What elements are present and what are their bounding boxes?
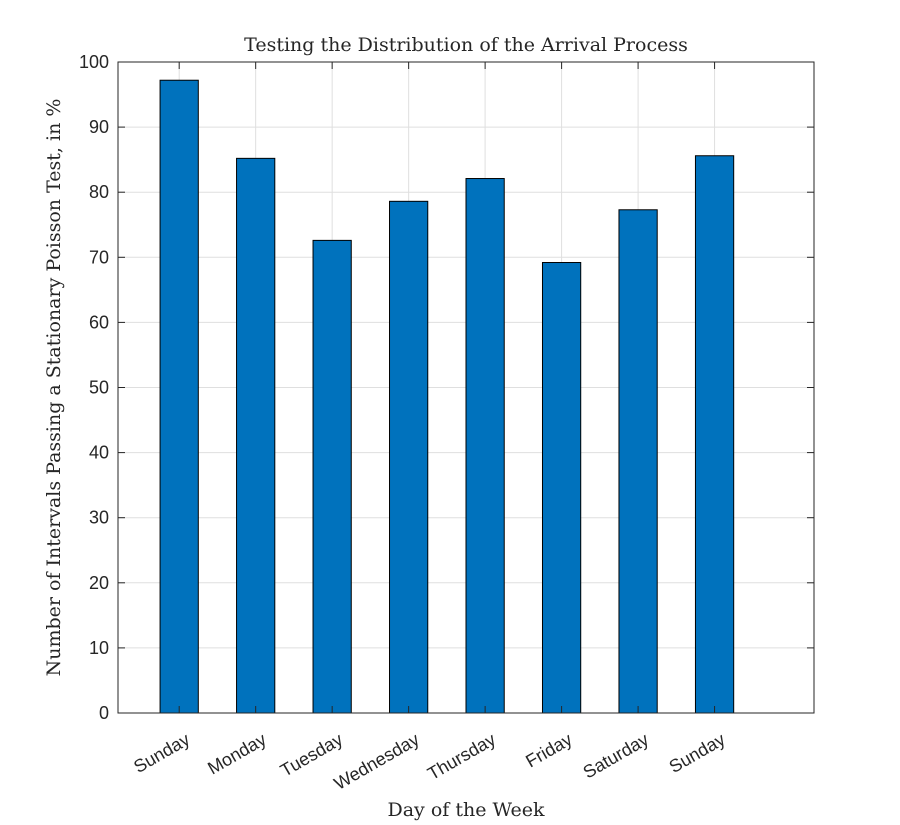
bar-4 — [389, 200, 429, 714]
y-tick-label: 30 — [89, 508, 109, 528]
y-tick-label: 70 — [89, 247, 109, 267]
y-tick-label: 90 — [89, 117, 109, 137]
y-tick-label: 80 — [89, 182, 109, 202]
chart-title: Testing the Distribution of the Arrival … — [244, 34, 688, 56]
y-axis-label: Number of Intervals Passing a Stationary… — [43, 99, 65, 677]
bar-3 — [312, 239, 352, 714]
x-axis-label: Day of the Week — [388, 799, 545, 821]
bar-7 — [618, 209, 658, 714]
bar-8 — [694, 155, 735, 714]
y-tick-label: 50 — [89, 378, 109, 398]
bar-1 — [159, 79, 199, 714]
y-tick-label: 10 — [89, 638, 109, 658]
y-tick-label: 60 — [89, 312, 109, 332]
bar-6 — [541, 262, 582, 714]
y-tick-label: 40 — [89, 443, 109, 463]
bar-5 — [465, 178, 505, 714]
bars — [159, 79, 735, 714]
y-tick-label: 100 — [79, 52, 109, 72]
bar-2 — [236, 157, 276, 714]
y-tick-label: 0 — [99, 703, 109, 723]
y-tick-label: 20 — [89, 573, 109, 593]
